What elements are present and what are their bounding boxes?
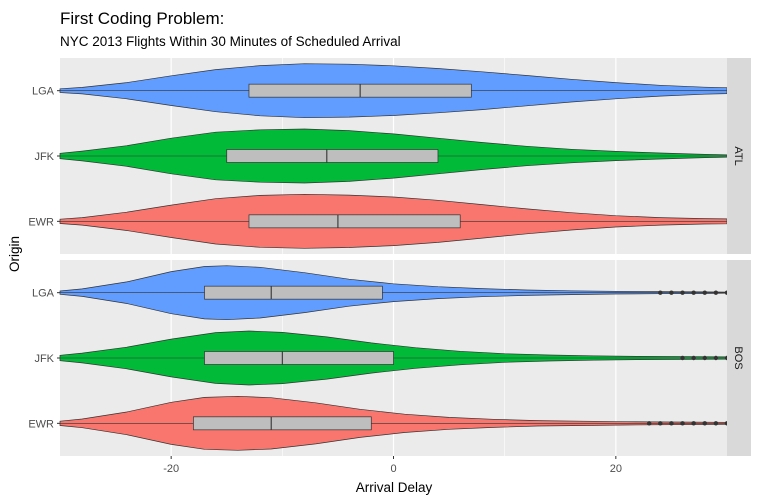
outlier-point [658, 421, 663, 426]
violin-jfk [59, 128, 728, 184]
y-tick-label: EWR [28, 216, 54, 228]
outlier-point [658, 290, 663, 295]
box [204, 351, 394, 365]
outlier-point [713, 290, 719, 295]
outlier-point [669, 421, 674, 426]
strip-background [727, 260, 751, 456]
x-tick-label: -20 [163, 463, 179, 475]
outlier-point [691, 421, 696, 426]
outlier-point [713, 421, 719, 426]
y-tick-label: JFK [34, 353, 54, 365]
violin-jfk [59, 330, 730, 386]
y-tick-label: JFK [34, 151, 54, 163]
outlier-point [646, 421, 652, 426]
outlier-point [680, 355, 685, 361]
outlier-point [691, 355, 696, 361]
outlier-point [702, 290, 707, 295]
chart-subtitle: NYC 2013 Flights Within 30 Minutes of Sc… [60, 34, 401, 49]
box [226, 149, 439, 163]
y-tick-label: EWR [28, 418, 54, 430]
violin-ewr [59, 395, 730, 451]
outlier-point [691, 290, 696, 295]
x-tick-label: 20 [610, 463, 622, 475]
outlier-point [680, 290, 685, 295]
box [248, 214, 461, 229]
y-axis-title: Origin [7, 236, 22, 272]
y-tick-label: LGA [32, 288, 55, 300]
box [204, 285, 383, 300]
outlier-point [669, 290, 674, 295]
facet-atl: ATL LGA JFK EWR [28, 58, 751, 254]
outlier-point [713, 355, 719, 361]
outlier-point [702, 421, 707, 426]
box [193, 416, 372, 431]
y-tick-label: LGA [32, 86, 55, 98]
strip-label: BOS [732, 346, 744, 369]
facet-bos: BOS LGA JFK EWR [28, 260, 751, 456]
strip-background [727, 58, 751, 254]
x-axis-title: Arrival Delay [356, 480, 433, 495]
x-tick-label: 0 [390, 463, 396, 475]
outlier-point [702, 355, 707, 361]
chart-title: First Coding Problem: [60, 9, 224, 28]
outlier-point [680, 421, 685, 426]
facet-panels: ATL LGA JFK EWR BOS LGA JFK EWR -20 0 20 [28, 58, 751, 475]
strip-label: ATL [732, 146, 744, 165]
violin-ewr [59, 193, 728, 249]
